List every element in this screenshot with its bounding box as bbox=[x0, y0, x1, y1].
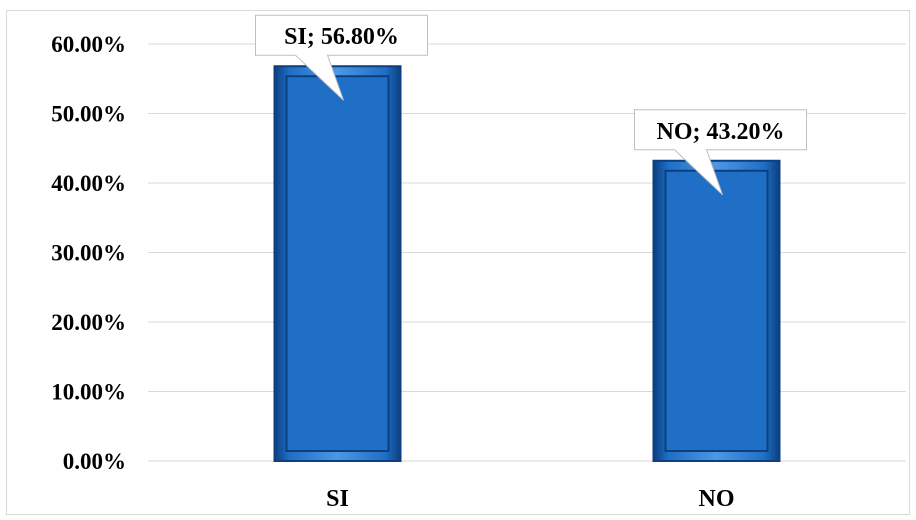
gridlines bbox=[148, 43, 906, 462]
data-label-box bbox=[634, 109, 807, 196]
y-tick-label: 0.00% bbox=[63, 449, 126, 474]
bar-bevel bbox=[285, 75, 390, 453]
y-tick-label: 50.00% bbox=[51, 102, 126, 127]
data-label: NO; 43.20% bbox=[657, 119, 785, 145]
y-tick-label: 20.00% bbox=[51, 310, 126, 335]
bar-si bbox=[273, 65, 402, 463]
data-label: SI; 56.80% bbox=[284, 24, 399, 50]
data-label-callout: NO; 43.20% bbox=[634, 109, 807, 196]
data-label-box bbox=[255, 14, 428, 101]
data-label-callout: SI; 56.80% bbox=[255, 14, 428, 101]
bar-no bbox=[652, 159, 781, 462]
bars bbox=[273, 65, 781, 463]
data-labels: SI; 56.80% NO; 43.20% bbox=[255, 14, 807, 196]
x-category-label: NO bbox=[699, 486, 735, 512]
y-tick-label: 30.00% bbox=[51, 241, 126, 266]
y-tick-label: 60.00% bbox=[51, 32, 126, 57]
y-tick-label: 10.00% bbox=[51, 380, 126, 405]
y-axis-ticks: 0.00% 10.00% 20.00% 30.00% 40.00% 50.00% 60.00… bbox=[51, 32, 126, 474]
x-category-label: SI bbox=[326, 486, 349, 512]
x-axis-categories: SI NO bbox=[326, 486, 734, 512]
y-tick-label: 40.00% bbox=[51, 171, 126, 196]
bar-bevel bbox=[664, 169, 769, 452]
